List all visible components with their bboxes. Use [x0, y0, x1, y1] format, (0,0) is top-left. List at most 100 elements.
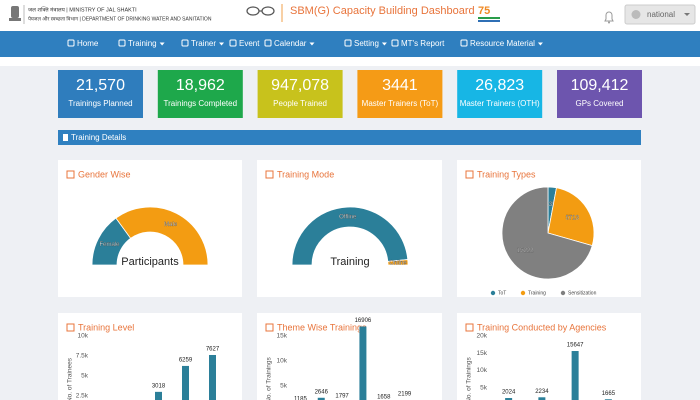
stat-card-bg — [357, 70, 443, 118]
nav-label[interactable]: Home — [77, 39, 99, 48]
y-tick-label: 5k — [480, 384, 488, 391]
stat-value: 26,823 — [475, 77, 524, 94]
dropdown-caret[interactable] — [309, 42, 315, 46]
gauge-segment — [291, 206, 409, 266]
nav-item[interactable]: Setting — [344, 39, 387, 48]
nav-label[interactable]: Resource Material — [470, 39, 535, 48]
y-tick-label: 15k — [477, 350, 488, 357]
nav-label[interactable]: Event — [239, 39, 260, 48]
chart-panel: Training Level 2.5k 5k 7.5k 10k No. of Traine… — [58, 313, 242, 400]
stat-card-bg — [557, 70, 642, 118]
nav-icon[interactable] — [118, 39, 126, 47]
dropdown-caret[interactable] — [159, 42, 165, 46]
stat-card: 947,078 People Trained — [257, 70, 343, 118]
svg-text:75: 75 — [478, 5, 490, 17]
panel-icon — [265, 323, 274, 332]
panel-icon — [66, 323, 75, 332]
stat-card-bg — [457, 70, 543, 118]
gauge-segment — [387, 259, 409, 266]
chart-panel: Training Mode Offline Online Training — [257, 160, 442, 297]
gauge-center-label: Training — [330, 256, 369, 268]
nav-icon[interactable] — [67, 39, 75, 47]
nav-item[interactable]: Home — [67, 39, 99, 48]
legend-label: Sensitization — [568, 290, 597, 296]
bar-value-label: 2234 — [535, 389, 549, 395]
nav-icon[interactable] — [391, 39, 399, 47]
nav-item[interactable]: Trainer — [181, 39, 225, 48]
stat-value: 109,412 — [571, 77, 629, 94]
nav-label[interactable]: Setting — [354, 39, 379, 48]
nav-icon[interactable] — [264, 39, 272, 47]
panel-icon — [265, 170, 274, 179]
chart-panel: Training Types 635 5713 15222 ToT Training Sen… — [457, 160, 641, 297]
nav-item[interactable]: Event — [229, 39, 260, 48]
nav-item[interactable]: Calendar — [264, 39, 315, 48]
notification-bell[interactable] — [604, 11, 614, 24]
nav-bar — [0, 31, 700, 57]
stat-label: Trainings Planned — [68, 99, 132, 108]
panel-title: Training Types — [477, 169, 536, 179]
bar — [209, 354, 216, 400]
dropdown-caret[interactable] — [219, 42, 225, 46]
dropdown-caret[interactable] — [381, 42, 387, 46]
sub-header — [0, 57, 700, 66]
nav-label[interactable]: Trainer — [191, 39, 216, 48]
panel-title: Training Mode — [277, 169, 334, 179]
nav-label[interactable]: MT's Report — [401, 39, 445, 48]
y-tick-label: 5k — [81, 373, 89, 380]
stat-card: 109,412 GPs Covered — [557, 70, 642, 118]
nav-label[interactable]: Training — [128, 39, 157, 48]
gauge-segment — [115, 206, 209, 266]
segment-label: Male — [164, 222, 178, 228]
dropdown-caret[interactable] — [537, 42, 543, 46]
nav-icon[interactable] — [344, 39, 352, 47]
bar-value-label: 2199 — [398, 392, 412, 398]
azadi-logo: 75 — [478, 5, 500, 22]
bar-value-label: 3018 — [152, 383, 166, 389]
nav-item[interactable]: Training — [118, 39, 165, 48]
bar — [359, 326, 367, 400]
bar — [155, 391, 162, 400]
bar-value-label: 7627 — [206, 347, 220, 353]
nav-items: Home Training Trainer Event Calendar Setting M… — [67, 39, 543, 48]
nav-item[interactable]: MT's Report — [391, 39, 445, 48]
bar-value-label: 1797 — [335, 394, 349, 400]
pie-slice — [501, 186, 593, 280]
user-menu[interactable]: national — [624, 4, 696, 25]
slice-label: 15222 — [517, 248, 534, 254]
bar-value-label: 2646 — [315, 389, 329, 395]
stat-card: 3441 Master Trainers (ToT) — [357, 70, 443, 118]
chart-panel: Training Conducted by Agencies 5k 10k 15k 20… — [457, 313, 641, 400]
bar — [182, 365, 189, 400]
panel-title: Training Conducted by Agencies — [477, 322, 607, 332]
stat-card: 18,962 Trainings Completed — [157, 70, 243, 118]
nav-icon[interactable] — [460, 39, 468, 47]
bar — [571, 351, 579, 400]
nav-icon[interactable] — [181, 39, 189, 47]
bar-value-label: 1185 — [294, 397, 308, 400]
segment-label: Female — [99, 242, 120, 248]
department-text: पेयजल और स्वच्छता विभाग | DEPARTMENT OF … — [28, 15, 212, 22]
bar — [538, 397, 546, 400]
swachh-logo — [246, 6, 275, 16]
stat-label: People Trained — [273, 99, 327, 108]
bar-value-label: 1665 — [602, 391, 616, 397]
y-tick-label: 5k — [280, 383, 288, 390]
nav-item[interactable]: Resource Material — [460, 39, 543, 48]
stat-card-bg — [257, 70, 343, 118]
section-icon — [63, 134, 68, 141]
nav-icon[interactable] — [229, 39, 237, 47]
pie-slice — [547, 187, 595, 247]
bar-value-label: 15647 — [567, 343, 584, 349]
section-title: Training Details — [71, 133, 126, 142]
legend-swatch — [490, 290, 496, 296]
panel-title: Theme Wise Trainings — [277, 322, 367, 332]
panel-icon — [465, 170, 474, 179]
ministry-text: जल शक्ति मंत्रालय | MINISTRY OF JAL SHAK… — [28, 6, 137, 13]
stat-label: Master Trainers (ToT) — [362, 99, 439, 108]
panel-bg — [257, 313, 442, 400]
nav-label[interactable]: Calendar — [274, 39, 307, 48]
user-name[interactable]: national — [647, 10, 675, 19]
chart-panel: Gender Wise Female Male Participants — [58, 160, 242, 297]
